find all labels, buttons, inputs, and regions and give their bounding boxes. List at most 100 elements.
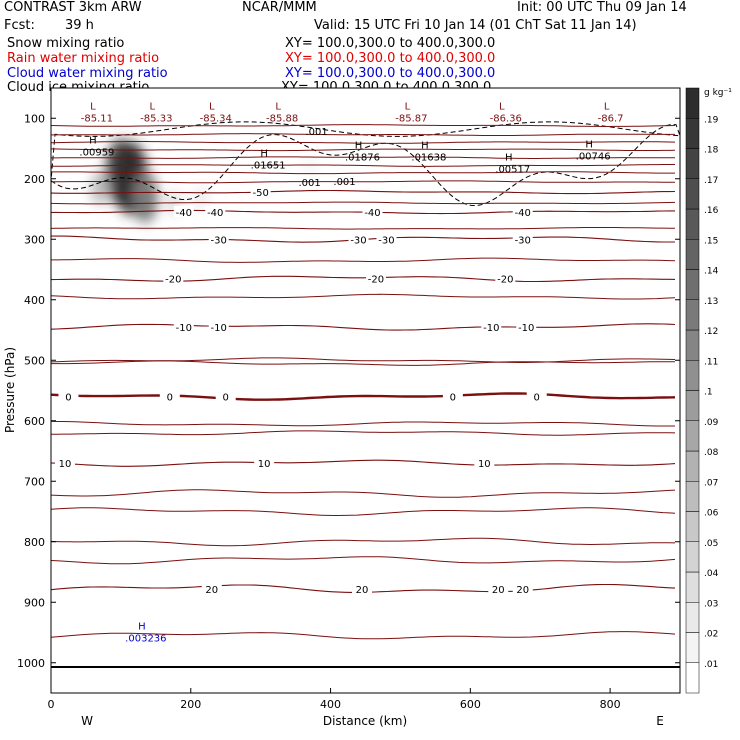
- plot-frame: [50, 87, 681, 694]
- colorbar-tick-label: .11: [704, 357, 718, 367]
- extremum-value: -85.88: [266, 113, 298, 124]
- isotherm-label: -40: [364, 208, 380, 219]
- isotherm-label: 0: [223, 393, 229, 404]
- isotherm--50: [51, 189, 676, 195]
- isotherm-label-bg: [173, 206, 194, 218]
- colorbar-swatch: [685, 148, 700, 179]
- temperature-line-17: [51, 507, 676, 516]
- temperature-line-11: [51, 293, 676, 300]
- isotherm-label-bg: [201, 582, 222, 594]
- snow-maximum-2: [132, 170, 158, 223]
- isotherm-label-bg: [215, 390, 236, 402]
- field-xy-cloud-water: XY= 100.0,300.0 to 400.0,300.0: [285, 66, 496, 81]
- colorbar-swatch: [685, 118, 700, 149]
- forecast-label: Fcst:: [4, 18, 35, 33]
- extremum-value: -86.36: [490, 113, 522, 124]
- colorbar-tick-label: .04: [704, 569, 719, 579]
- temperature-line-14: [51, 420, 675, 427]
- y-tick-label: 900: [24, 596, 45, 609]
- organization-label: NCAR/MMM: [242, 0, 317, 15]
- y-tick-label: 400: [24, 294, 45, 307]
- temperature-line-5: [51, 164, 675, 167]
- isotherm-label: -40: [515, 208, 531, 219]
- temperature-line-10: [51, 257, 676, 263]
- isotherm-label-bg: [173, 320, 194, 332]
- temperature-line-19: [51, 556, 676, 565]
- extremum-value: .003236: [125, 634, 166, 645]
- extremum-L-marker: L: [150, 101, 156, 112]
- temperature-line-0: [51, 124, 676, 127]
- cloud-ice-contours: [51, 121, 680, 207]
- isotherm-label-bg: [474, 457, 495, 469]
- colorbar-tick-label: .12: [704, 327, 718, 337]
- temperature-line-4: [51, 156, 675, 159]
- isotherm-label: 20: [492, 585, 505, 596]
- extremum-H-marker: H: [138, 622, 146, 633]
- isotherm-label: 20: [516, 585, 529, 596]
- colorbar-swatch: [685, 269, 700, 300]
- isotherm-label: -10: [176, 323, 192, 334]
- init-time: Init: 00 UTC Thu 09 Jan 14: [517, 0, 687, 15]
- y-tick-label: 100: [24, 112, 45, 125]
- temperature-line-13: [51, 360, 675, 366]
- colorbar-tick-label: .14: [704, 267, 719, 277]
- extremum-L-marker: L: [604, 101, 610, 112]
- temperature-line-1: [51, 133, 675, 136]
- extremum-value: -85.11: [81, 113, 113, 124]
- isotherm-label-bg: [495, 272, 516, 284]
- isotherm-label-bg: [58, 390, 79, 402]
- temperature-line-2: [51, 141, 676, 144]
- isotherm-label: 20: [205, 585, 218, 596]
- extremum-H-marker: H: [505, 153, 513, 164]
- y-axis-title: Pressure (hPa): [3, 347, 17, 433]
- x-tick-label: 0: [48, 698, 55, 711]
- isotherm-label: 10: [478, 459, 491, 470]
- colorbar-swatch: [685, 602, 700, 633]
- colorbar: .01 .02 .03 .04 .05 .06 .07 .08 .09 .1 .11 .12 .13 .1…: [685, 87, 719, 694]
- field-xy-snow: XY= 100.0,300.0 to 400.0,300.0: [285, 36, 496, 51]
- extremum-L-marker: L: [405, 101, 411, 112]
- temperature-line-8: [51, 201, 676, 205]
- colorbar-swatch: [685, 450, 700, 482]
- y-tick-label: 200: [24, 173, 45, 186]
- colorbar-tick-label: .17: [704, 176, 718, 186]
- west-endpoint: W: [81, 714, 93, 728]
- colorbar-swatch: [685, 299, 700, 331]
- isotherm-label-bg: [208, 320, 229, 332]
- colorbar-tick-label: .06: [704, 509, 719, 519]
- extremum-H-marker: H: [355, 141, 363, 152]
- isotherm-label: 0: [534, 393, 540, 404]
- y-tick-label: 300: [24, 233, 45, 246]
- isotherm-label: -30: [378, 235, 394, 246]
- isotherm-label: 10: [258, 459, 271, 470]
- isotherm-label: -30: [211, 235, 227, 246]
- isotherm-label: 20: [356, 585, 369, 596]
- colorbar-unit: g kg⁻¹: [704, 88, 732, 98]
- isotherm-label: 0: [65, 393, 71, 404]
- colorbar-swatch: [685, 420, 700, 452]
- temperature-line-3: [51, 148, 676, 152]
- colorbar-swatch: [685, 239, 700, 270]
- isotherm-label: -20: [497, 275, 513, 286]
- extremum-value: -86.7: [598, 113, 624, 124]
- colorbar-tick-label: .08: [704, 448, 719, 458]
- isotherm-labels: -50 -40 -40 -40 -40 -30 -30 -30 -30 -20 -20 -20 -10 -…: [54, 127, 547, 596]
- ice-contour-label: .001: [333, 177, 355, 188]
- extremum-L-marker: L: [499, 101, 505, 112]
- colorbar-swatch: [685, 208, 700, 240]
- y-tick-label: 1000: [17, 657, 45, 670]
- x-tick-label: 200: [180, 698, 201, 711]
- isotherm-label-bg: [512, 233, 533, 245]
- isotherm-label-bg: [250, 186, 271, 198]
- extremum-value: .01638: [411, 153, 446, 164]
- x-tick-label: 600: [460, 698, 481, 711]
- y-tick-label: 600: [24, 415, 45, 428]
- colorbar-swatch: [685, 511, 700, 542]
- extremum-value: .01651: [251, 160, 286, 171]
- isotherm-label: -50: [252, 188, 268, 199]
- extremum-value: .01876: [345, 153, 380, 164]
- field-xy-rain: XY= 100.0,300.0 to 400.0,300.0: [285, 51, 496, 66]
- temperature-line-18: [51, 537, 676, 547]
